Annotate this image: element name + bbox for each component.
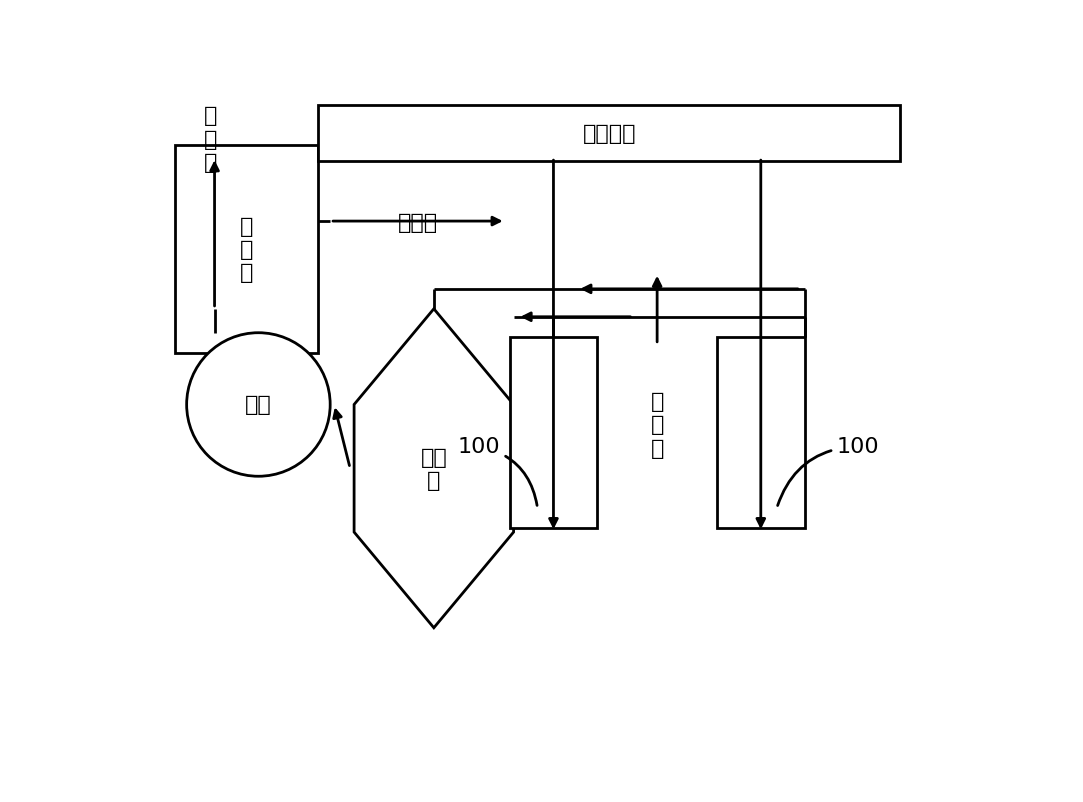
FancyBboxPatch shape (717, 338, 805, 529)
Text: 炼
焦
炉: 炼 焦 炉 (239, 217, 253, 283)
Text: 100: 100 (778, 437, 879, 506)
FancyBboxPatch shape (510, 338, 598, 529)
Text: 净
煤
气: 净 煤 气 (204, 107, 218, 172)
FancyBboxPatch shape (318, 107, 900, 162)
Text: 荒
煤
气: 荒 煤 气 (651, 391, 664, 458)
FancyBboxPatch shape (174, 146, 318, 353)
Text: 氨冷: 氨冷 (245, 395, 272, 415)
Circle shape (186, 334, 330, 476)
Text: 保温管道: 保温管道 (583, 124, 636, 144)
Polygon shape (354, 310, 513, 628)
Text: 荒煤气: 荒煤气 (397, 213, 438, 233)
Text: 除尘
器: 除尘 器 (420, 448, 447, 490)
Text: 100: 100 (458, 437, 537, 506)
